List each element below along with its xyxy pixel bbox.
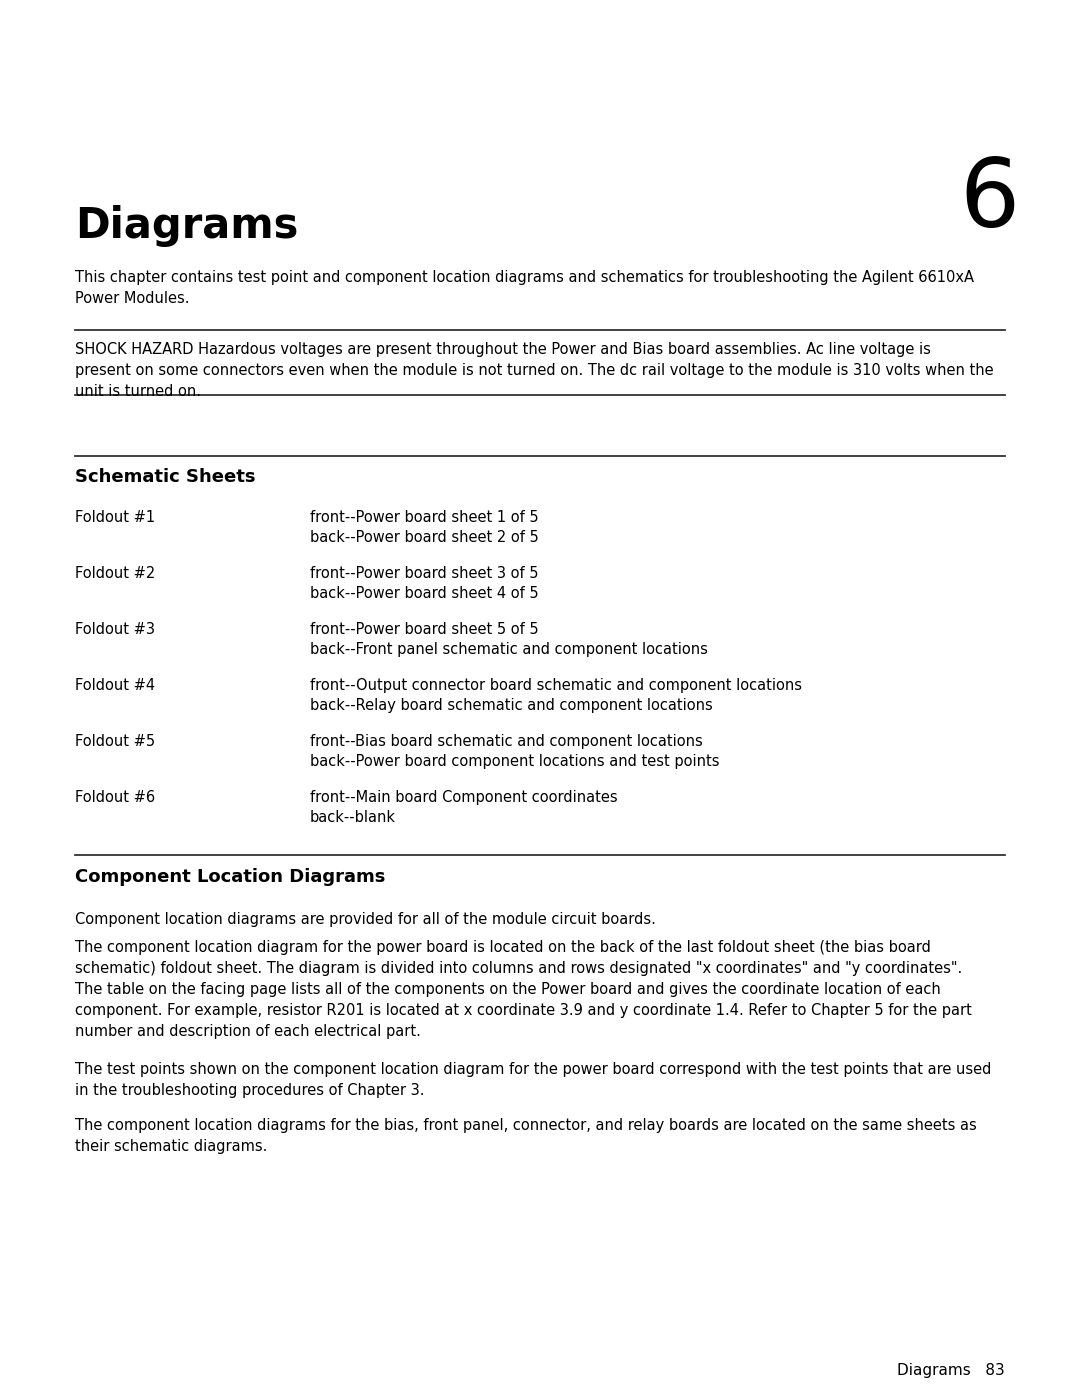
Text: The component location diagrams for the bias, front panel, connector, and relay : The component location diagrams for the … [75, 1118, 976, 1154]
Text: front--Power board sheet 5 of 5: front--Power board sheet 5 of 5 [310, 622, 539, 637]
Text: front--Power board sheet 3 of 5: front--Power board sheet 3 of 5 [310, 566, 539, 581]
Text: Foldout #2: Foldout #2 [75, 566, 156, 581]
Text: Component location diagrams are provided for all of the module circuit boards.: Component location diagrams are provided… [75, 912, 656, 928]
Text: front--Output connector board schematic and component locations: front--Output connector board schematic … [310, 678, 802, 693]
Text: back--Power board sheet 4 of 5: back--Power board sheet 4 of 5 [310, 585, 539, 601]
Text: back--Front panel schematic and component locations: back--Front panel schematic and componen… [310, 643, 707, 657]
Text: Diagrams   83: Diagrams 83 [897, 1363, 1005, 1377]
Text: The test points shown on the component location diagram for the power board corr: The test points shown on the component l… [75, 1062, 991, 1098]
Text: Foldout #3: Foldout #3 [75, 622, 156, 637]
Text: back--blank: back--blank [310, 810, 396, 826]
Text: front--Power board sheet 1 of 5: front--Power board sheet 1 of 5 [310, 510, 539, 525]
Text: Foldout #1: Foldout #1 [75, 510, 156, 525]
Text: back--Power board sheet 2 of 5: back--Power board sheet 2 of 5 [310, 529, 539, 545]
Text: back--Power board component locations and test points: back--Power board component locations an… [310, 754, 719, 768]
Text: This chapter contains test point and component location diagrams and schematics : This chapter contains test point and com… [75, 270, 974, 306]
Text: Foldout #6: Foldout #6 [75, 789, 156, 805]
Text: 6: 6 [960, 155, 1020, 247]
Text: front--Main board Component coordinates: front--Main board Component coordinates [310, 789, 618, 805]
Text: Diagrams: Diagrams [75, 205, 298, 247]
Text: Foldout #5: Foldout #5 [75, 733, 156, 749]
Text: Schematic Sheets: Schematic Sheets [75, 468, 256, 486]
Text: Component Location Diagrams: Component Location Diagrams [75, 868, 386, 886]
Text: The component location diagram for the power board is located on the back of the: The component location diagram for the p… [75, 940, 972, 1039]
Text: back--Relay board schematic and component locations: back--Relay board schematic and componen… [310, 698, 713, 712]
Text: Foldout #4: Foldout #4 [75, 678, 156, 693]
Text: SHOCK HAZARD Hazardous voltages are present throughout the Power and Bias board : SHOCK HAZARD Hazardous voltages are pres… [75, 342, 994, 400]
Text: front--Bias board schematic and component locations: front--Bias board schematic and componen… [310, 733, 703, 749]
